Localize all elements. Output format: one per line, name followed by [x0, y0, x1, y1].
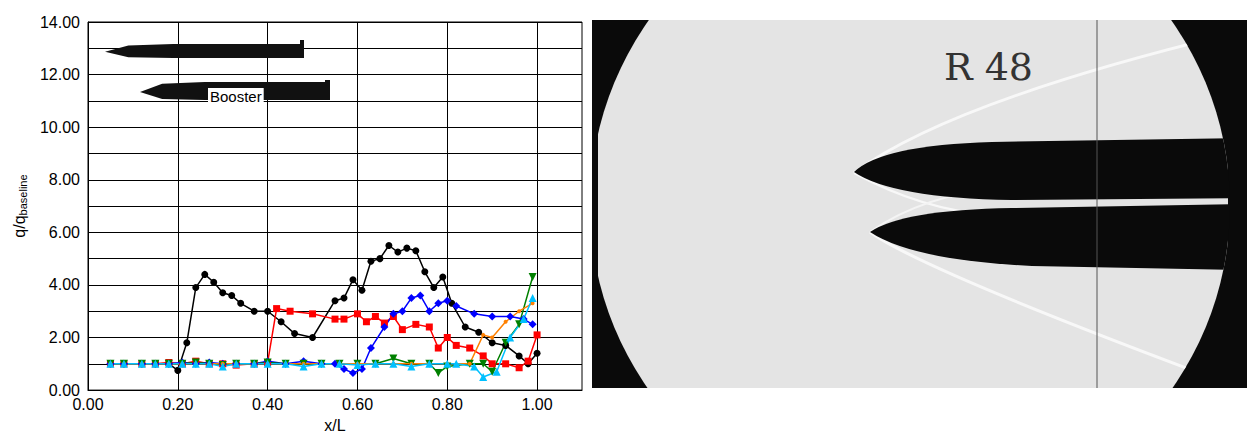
svg-text:R 48: R 48: [944, 45, 1033, 89]
svg-text:4.00: 4.00: [49, 276, 80, 293]
svg-text:14.00: 14.00: [40, 14, 80, 31]
svg-text:Booster: Booster: [210, 88, 262, 105]
svg-text:0.00: 0.00: [72, 396, 103, 413]
svg-text:q/q: q/q: [11, 215, 28, 237]
svg-text:baseline: baseline: [17, 174, 29, 215]
svg-text:0.60: 0.60: [342, 396, 373, 413]
svg-text:0.00: 0.00: [48, 381, 80, 399]
svg-text:2.00: 2.00: [49, 329, 80, 346]
svg-text:1.00: 1.00: [522, 396, 553, 413]
svg-text:12.00: 12.00: [40, 66, 80, 83]
svg-text:10.00: 10.00: [40, 119, 80, 136]
svg-text:0.20: 0.20: [162, 396, 193, 413]
svg-text:8.00: 8.00: [49, 171, 80, 188]
svg-text:0.40: 0.40: [252, 396, 283, 413]
svg-text:6.00: 6.00: [49, 224, 80, 241]
svg-text:0.80: 0.80: [432, 396, 463, 413]
svg-text:x/L: x/L: [324, 417, 345, 434]
